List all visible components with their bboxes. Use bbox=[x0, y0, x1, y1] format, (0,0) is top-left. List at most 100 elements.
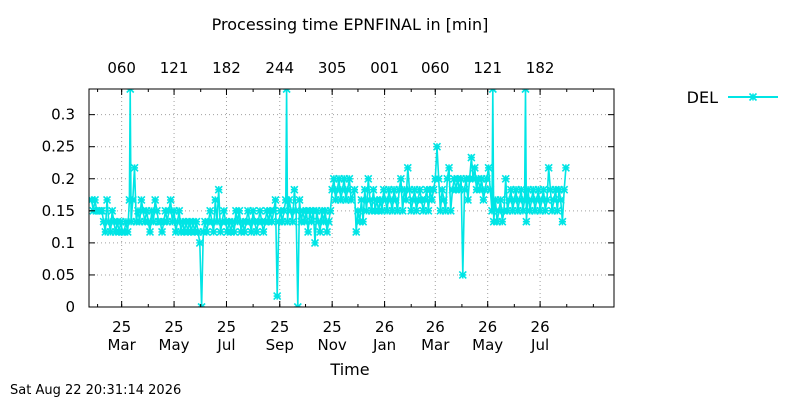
data-point bbox=[249, 206, 258, 215]
data-point bbox=[554, 185, 564, 194]
data-point bbox=[494, 206, 503, 215]
data-point bbox=[108, 206, 117, 215]
data-point bbox=[393, 206, 402, 215]
data-point bbox=[128, 195, 137, 204]
data-point bbox=[350, 185, 359, 194]
data-point bbox=[312, 206, 321, 215]
data-point bbox=[329, 174, 338, 183]
plot-frame bbox=[88, 88, 615, 308]
data-point bbox=[379, 185, 388, 194]
data-point bbox=[247, 227, 256, 237]
legend-marker bbox=[748, 92, 758, 102]
data-point bbox=[525, 206, 534, 215]
y-tick-label: 0.15 bbox=[42, 202, 75, 220]
x-tick-label-year: 26 bbox=[375, 318, 394, 336]
data-point bbox=[384, 185, 393, 194]
data-point bbox=[168, 217, 177, 226]
series-del bbox=[89, 89, 570, 307]
data-point bbox=[164, 206, 173, 215]
data-point bbox=[420, 195, 430, 204]
data-point bbox=[360, 185, 369, 194]
data-point bbox=[456, 174, 466, 183]
data-point bbox=[529, 185, 538, 194]
data-point bbox=[376, 195, 385, 204]
y-tick-label: 0.25 bbox=[42, 138, 75, 156]
data-point bbox=[240, 227, 249, 237]
x-top-tick-label: 060 bbox=[107, 59, 136, 77]
data-point bbox=[515, 195, 524, 204]
data-point bbox=[345, 174, 354, 183]
data-point bbox=[145, 227, 155, 237]
data-point bbox=[522, 217, 531, 226]
data-point bbox=[389, 185, 399, 194]
data-point bbox=[501, 174, 510, 183]
data-point bbox=[230, 227, 239, 237]
data-point bbox=[369, 185, 378, 194]
data-point bbox=[144, 217, 153, 226]
data-point bbox=[520, 195, 529, 204]
data-point bbox=[498, 217, 507, 226]
data-point bbox=[336, 195, 345, 204]
data-point bbox=[121, 217, 131, 226]
data-point bbox=[427, 195, 436, 204]
data-point bbox=[123, 227, 132, 237]
data-point bbox=[207, 217, 216, 226]
data-point bbox=[532, 195, 541, 204]
legend-marker-glyph bbox=[748, 92, 758, 102]
data-point bbox=[505, 195, 514, 204]
data-point bbox=[211, 195, 220, 204]
data-point bbox=[527, 195, 536, 204]
data-point bbox=[470, 163, 479, 172]
data-point bbox=[553, 206, 562, 215]
data-point bbox=[147, 206, 156, 215]
data-point bbox=[518, 206, 527, 215]
data-point bbox=[479, 195, 488, 204]
data-point bbox=[157, 227, 167, 237]
data-point bbox=[116, 217, 125, 226]
data-point bbox=[245, 217, 254, 226]
data-point bbox=[511, 185, 521, 194]
data-point bbox=[328, 185, 337, 194]
data-point bbox=[352, 227, 361, 237]
data-point bbox=[338, 185, 347, 194]
data-point bbox=[101, 227, 110, 237]
data-point bbox=[283, 217, 292, 226]
y-tick-label: 0.3 bbox=[51, 106, 75, 124]
data-point bbox=[558, 217, 567, 226]
x-tick-label-year: 26 bbox=[478, 318, 497, 336]
data-point bbox=[542, 195, 552, 204]
y-tick-label: 0.1 bbox=[51, 234, 75, 252]
data-point bbox=[135, 217, 144, 226]
data-point bbox=[548, 206, 557, 215]
data-point bbox=[432, 142, 442, 151]
data-point bbox=[288, 217, 297, 226]
data-point bbox=[324, 217, 333, 226]
data-point bbox=[314, 217, 323, 226]
data-point bbox=[290, 185, 299, 194]
data-point bbox=[279, 206, 289, 215]
data-point bbox=[243, 206, 253, 215]
x-axis-label: Time bbox=[329, 360, 369, 379]
data-point bbox=[333, 185, 342, 194]
data-point bbox=[561, 163, 570, 172]
data-point bbox=[482, 174, 491, 183]
data-point bbox=[405, 185, 414, 194]
data-point bbox=[460, 185, 469, 194]
data-point bbox=[524, 185, 533, 194]
data-point bbox=[477, 174, 486, 183]
x-top-tick-label: 244 bbox=[265, 59, 294, 77]
data-point bbox=[97, 206, 106, 215]
data-point bbox=[202, 227, 211, 237]
data-point bbox=[163, 217, 172, 226]
x-tick-label-month: Nov bbox=[318, 336, 347, 354]
data-point bbox=[90, 195, 100, 204]
data-point bbox=[443, 174, 452, 183]
data-point bbox=[343, 185, 352, 194]
data-point bbox=[441, 206, 450, 215]
data-point bbox=[377, 206, 387, 215]
x-top-tick-label: 121 bbox=[473, 59, 502, 77]
data-point bbox=[286, 206, 295, 215]
data-point bbox=[408, 195, 418, 204]
x-tick-label-year: 25 bbox=[270, 318, 289, 336]
data-point bbox=[341, 195, 350, 204]
